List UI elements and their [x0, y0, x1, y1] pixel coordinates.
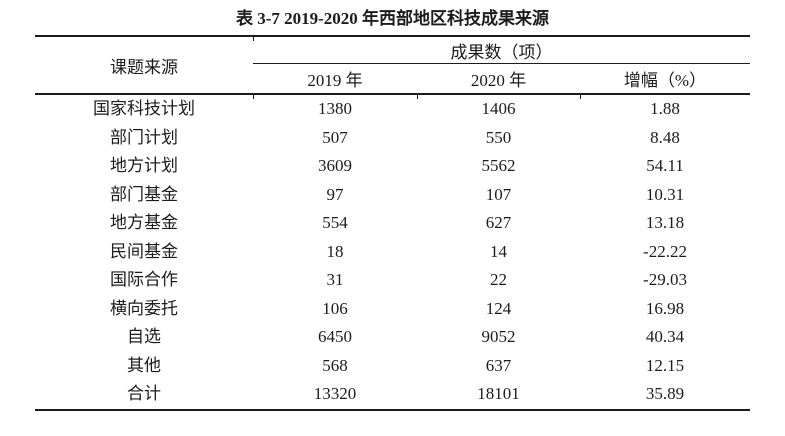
table-row: 横向委托 106 124 16.98 — [35, 295, 750, 324]
cell-2019: 31 — [326, 270, 344, 289]
cell-source: 国家科技计划 — [93, 99, 195, 118]
header-results-count-group: 成果数（项） — [253, 36, 750, 64]
cell-source: 部门基金 — [110, 184, 178, 204]
cell-growth: 13.18 — [645, 213, 685, 232]
science-results-source-table: 课题来源 成果数（项） 2019 年 2020 年 增幅（%） 国家科技计划 1… — [35, 35, 750, 411]
table-caption: 表 3-7 2019-2020 年西部地区科技成果来源 — [235, 9, 550, 28]
table-header: 课题来源 成果数（项） 2019 年 2020 年 增幅（%） — [35, 36, 750, 95]
cell-growth: -22.22 — [643, 241, 687, 261]
column-divider-tick — [417, 95, 418, 99]
cell-source: 合计 — [127, 384, 161, 403]
cell-2019: 106 — [322, 298, 348, 318]
table-body: 国家科技计划 1380 1406 1.88 部门计划 507 550 8.48 … — [35, 94, 750, 410]
table-row: 部门基金 97 107 10.31 — [35, 181, 750, 210]
table-row: 其他 568 637 12.15 — [35, 352, 750, 381]
cell-2020: 1406 — [481, 99, 516, 118]
cell-source: 其他 — [127, 355, 161, 375]
cell-2020: 550 — [485, 127, 512, 147]
cell-growth: 54.11 — [646, 156, 684, 175]
cell-source: 部门计划 — [110, 127, 178, 147]
cell-growth: -29.03 — [643, 270, 687, 289]
table-row: 国际合作 31 22 -29.03 — [35, 266, 750, 295]
cell-2019: 507 — [322, 127, 348, 147]
table-row: 地方计划 3609 5562 54.11 — [35, 152, 750, 181]
cell-source: 国际合作 — [110, 270, 178, 289]
column-divider-tick — [580, 95, 581, 99]
column-divider-tick — [253, 37, 254, 41]
column-divider-tick — [253, 95, 254, 99]
cell-growth: 10.31 — [645, 184, 685, 204]
cell-growth: 1.88 — [650, 99, 680, 118]
table-row: 地方基金 554 627 13.18 — [35, 209, 750, 238]
cell-source: 民间基金 — [110, 241, 178, 261]
cell-2020: 14 — [490, 241, 507, 261]
cell-2019: 1380 — [318, 99, 352, 118]
cell-2020: 124 — [485, 298, 512, 318]
header-topic-source: 课题来源 — [35, 36, 253, 95]
cell-2020: 18101 — [477, 384, 520, 403]
cell-source: 地方计划 — [110, 156, 178, 175]
cell-source: 横向委托 — [110, 298, 178, 318]
cell-2020: 9052 — [481, 327, 516, 346]
cell-2019: 13320 — [313, 384, 357, 403]
cell-2019: 568 — [322, 355, 348, 375]
cell-2020: 107 — [485, 184, 512, 204]
cell-2020: 22 — [490, 270, 507, 289]
cell-2019: 18 — [326, 241, 344, 261]
table-row: 民间基金 18 14 -22.22 — [35, 238, 750, 267]
cell-growth: 12.15 — [645, 355, 685, 375]
cell-2020: 627 — [485, 213, 512, 232]
header-row-group: 课题来源 成果数（项） — [35, 36, 750, 95]
cell-2019: 6450 — [318, 327, 352, 346]
header-year-2020: 2020 年 — [417, 63, 580, 95]
cell-source: 地方基金 — [110, 213, 178, 232]
cell-growth: 8.48 — [650, 127, 680, 147]
cell-2020: 5562 — [481, 156, 516, 175]
header-growth-pct: 增幅（%） — [580, 63, 750, 95]
cell-source: 自选 — [127, 327, 161, 346]
table-row: 自选 6450 9052 40.34 — [35, 323, 750, 352]
cell-growth: 40.34 — [645, 327, 685, 346]
cell-2019: 97 — [326, 184, 344, 204]
header-year-2019: 2019 年 — [253, 63, 417, 95]
cell-2019: 3609 — [318, 156, 352, 175]
cell-2019: 554 — [322, 213, 348, 232]
table-row: 国家科技计划 1380 1406 1.88 — [35, 94, 750, 124]
table-row: 合计 13320 18101 35.89 — [35, 380, 750, 410]
cell-growth: 16.98 — [645, 298, 685, 318]
cell-growth: 35.89 — [645, 384, 685, 403]
table-row: 部门计划 507 550 8.48 — [35, 124, 750, 153]
cell-2020: 637 — [485, 355, 512, 375]
header-row-sub: 2019 年 2020 年 增幅（%） — [35, 63, 750, 95]
